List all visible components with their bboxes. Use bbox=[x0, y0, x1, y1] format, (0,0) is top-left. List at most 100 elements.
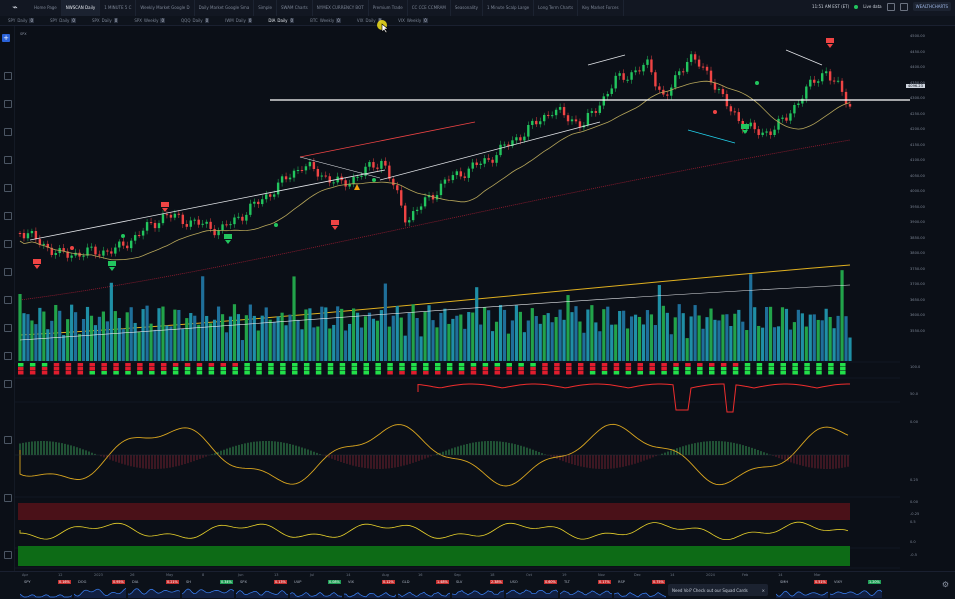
text-tool-icon[interactable] bbox=[4, 212, 12, 220]
notifications-icon[interactable] bbox=[899, 2, 908, 11]
settings-icon[interactable] bbox=[886, 2, 895, 11]
candle-body bbox=[257, 201, 260, 205]
time-axis-label: Jul bbox=[310, 573, 315, 577]
ticker-card-gld[interactable]: GLD 1.48% bbox=[396, 580, 451, 598]
ticker-card-spx[interactable]: SPX 0.13% bbox=[234, 580, 289, 598]
fib-tool-icon[interactable] bbox=[4, 156, 12, 164]
tab-11[interactable]: 1 Minute Scalp Large bbox=[483, 0, 535, 16]
trendline-tool-icon[interactable] bbox=[4, 128, 12, 136]
tab-7[interactable]: NYMEX CURRENCY BOT bbox=[313, 0, 369, 16]
trend-ribbon-cell bbox=[673, 367, 679, 371]
trend-ribbon-cell bbox=[113, 367, 119, 371]
ticker-card-dog[interactable]: DOG 0.95% bbox=[72, 580, 127, 598]
chart-shortcut-3[interactable]: SPX Weekly 0 bbox=[126, 18, 173, 23]
shape-tool-icon[interactable] bbox=[4, 184, 12, 192]
lock-tool-icon[interactable] bbox=[4, 324, 12, 332]
trend-ribbon-cell bbox=[160, 363, 167, 367]
chart-shortcut-9[interactable]: VIX Weekly 0 bbox=[390, 18, 436, 23]
trash-tool-icon[interactable] bbox=[4, 380, 12, 388]
ticker-sparkline bbox=[182, 588, 234, 598]
live-indicator-icon bbox=[854, 4, 859, 9]
ticker-card-slv[interactable]: SLV 2.38% bbox=[450, 580, 505, 598]
volume-ma-line bbox=[19, 284, 851, 341]
trend-ribbon-cell bbox=[709, 363, 715, 367]
price-axis[interactable]: 4500.00 4450.00 4400.00 4350.00 4300.00 4250.… bbox=[900, 26, 955, 571]
zoom-tool-icon[interactable] bbox=[4, 268, 12, 276]
chart-shortcut-5[interactable]: IWM Daily 0 bbox=[217, 18, 260, 23]
gear-icon[interactable]: ⚙ bbox=[941, 580, 949, 589]
tab-5[interactable]: Simple bbox=[254, 0, 277, 16]
tab-0[interactable]: Home Page bbox=[30, 0, 62, 16]
trend-ribbon-cell bbox=[744, 363, 751, 367]
magnet-tool-icon[interactable] bbox=[4, 296, 12, 304]
chart-shortcut-count: 0 bbox=[160, 18, 166, 23]
close-icon[interactable]: × bbox=[761, 587, 765, 593]
chart-shortcut-2[interactable]: SPX Daily 0 bbox=[84, 18, 126, 23]
trend-ribbon-cell bbox=[732, 371, 739, 375]
cursor-tool-icon[interactable] bbox=[4, 72, 12, 80]
promo-toast[interactable]: Need Vol? Check out our Squad Cards × bbox=[668, 584, 768, 596]
ticker-card-sh[interactable]: SH 0.34% bbox=[180, 580, 235, 598]
chart-shortcut-0[interactable]: SPY Daily 0 bbox=[0, 18, 42, 23]
volume-bar bbox=[109, 282, 113, 361]
tab-8[interactable]: Premium Trade bbox=[369, 0, 408, 16]
tab-1[interactable]: NWSCAN Daily bbox=[61, 0, 101, 16]
settings-tool-icon[interactable] bbox=[4, 551, 12, 559]
candle-body bbox=[253, 201, 256, 204]
chart-shortcut-1[interactable]: SPY Daily 0 bbox=[42, 18, 84, 23]
ticker-card-smh[interactable]: SMH 0.51% bbox=[774, 580, 829, 598]
eye-tool-icon[interactable] bbox=[4, 352, 12, 360]
candle-body bbox=[280, 176, 284, 183]
price-axis-label: 4050.00 bbox=[910, 173, 925, 178]
ticker-card-vix[interactable]: VIX 0.12% bbox=[342, 580, 397, 598]
ticker-card-tlt[interactable]: TLT 0.17% bbox=[558, 580, 613, 598]
volume-bar bbox=[768, 306, 773, 361]
trend-ribbon-cell bbox=[423, 371, 429, 375]
candle-body bbox=[483, 158, 486, 164]
candle-body bbox=[225, 224, 228, 226]
measure-tool-icon[interactable] bbox=[4, 240, 12, 248]
add-panel-button[interactable]: + bbox=[2, 34, 10, 42]
trend-ribbon-cell bbox=[494, 363, 501, 367]
crosshair-tool-icon[interactable] bbox=[4, 100, 12, 108]
candle-body bbox=[122, 241, 125, 246]
ticker-card-spy[interactable]: SPY 0.16% bbox=[18, 580, 73, 598]
trend-ribbon-cell bbox=[411, 367, 417, 371]
tab-2[interactable]: 1 MINUTE 5 C bbox=[100, 0, 137, 16]
ticker-card-vixy[interactable]: VIXY 1.20% bbox=[828, 580, 883, 598]
chart-shortcut-6[interactable]: DIA Daily 0 bbox=[260, 18, 302, 23]
tab-9[interactable]: CC CCE CCMRAM bbox=[408, 0, 451, 16]
tab-6[interactable]: SWAM Charts bbox=[277, 0, 313, 16]
volume-bar bbox=[836, 315, 840, 361]
candle-body bbox=[519, 137, 522, 141]
volume-bar bbox=[618, 311, 622, 361]
volume-bar bbox=[173, 309, 177, 361]
oversold-zone bbox=[18, 546, 850, 566]
trend-ribbon-cell bbox=[446, 367, 453, 371]
tab-3[interactable]: Weekly Market Google D bbox=[136, 0, 195, 16]
volume-bar bbox=[324, 307, 328, 361]
ticker-card-uso[interactable]: USO 0.60% bbox=[504, 580, 559, 598]
ticker-card-rsp[interactable]: RSP 0.75% bbox=[612, 580, 667, 598]
ticker-card-dia[interactable]: DIA 0.21% bbox=[126, 580, 181, 598]
tab-13[interactable]: Key Market Forces bbox=[578, 0, 624, 16]
tab-10[interactable]: Seasonality bbox=[451, 0, 483, 16]
indicator-tool-icon[interactable] bbox=[4, 494, 12, 502]
ticker-card-uup[interactable]: UUP 0.08% bbox=[288, 580, 343, 598]
chart-shortcut-4[interactable]: QQQ Daily 0 bbox=[173, 18, 217, 23]
app-logo[interactable]: ⌁ bbox=[12, 3, 18, 13]
candle-body bbox=[237, 216, 240, 218]
layers-tool-icon[interactable] bbox=[4, 436, 12, 444]
candle-body bbox=[642, 64, 645, 72]
chart-shortcut-7[interactable]: BTC Weekly 0 bbox=[302, 18, 349, 23]
volume-bar bbox=[757, 325, 761, 361]
volume-bar bbox=[105, 321, 109, 361]
tab-12[interactable]: Long Term Charts bbox=[534, 0, 579, 16]
volume-bar bbox=[772, 327, 777, 361]
tab-4[interactable]: Daily Market Google Sma bbox=[195, 0, 255, 16]
trendline bbox=[299, 156, 381, 179]
candle-body bbox=[618, 73, 621, 76]
trend-ribbon-cell bbox=[577, 363, 584, 367]
trend-ribbon-cell bbox=[113, 363, 119, 367]
